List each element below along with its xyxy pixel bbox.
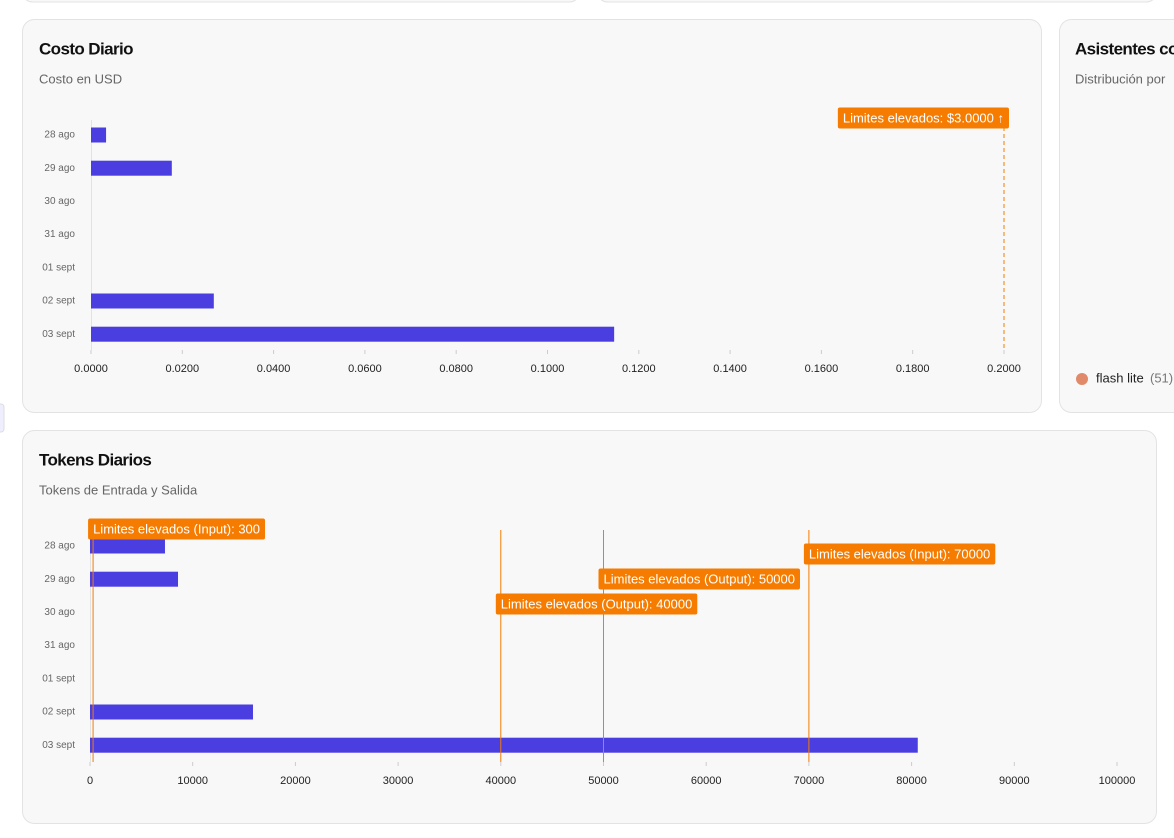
card-cost — [23, 20, 1042, 413]
x-tick-label: 0.0800 — [439, 363, 473, 375]
bar — [91, 161, 172, 176]
annotation-label: Limites elevados: $3.0000 ↑ — [843, 110, 1004, 125]
x-tick-label: 0.1800 — [896, 363, 930, 375]
chart-subtitle: Tokens de Entrada y Salida — [39, 482, 198, 497]
x-tick-label: 90000 — [999, 775, 1030, 787]
y-tick-label: 01 sept — [42, 262, 75, 273]
bar — [91, 128, 106, 143]
y-tick-label: 29 ago — [44, 574, 75, 585]
y-tick-label: 31 ago — [44, 229, 75, 240]
x-tick-label: 100000 — [1099, 775, 1136, 787]
bar — [90, 738, 918, 753]
y-tick-label: 28 ago — [44, 541, 75, 552]
card-top-left — [23, 0, 580, 2]
bar — [91, 294, 214, 309]
y-tick-label: 28 ago — [44, 130, 75, 141]
annotation-label: Limites elevados (Output): 40000 — [501, 596, 693, 611]
x-tick-label: 10000 — [177, 775, 208, 787]
x-tick-label: 30000 — [383, 775, 414, 787]
x-tick-label: 0.0000 — [74, 363, 108, 375]
x-tick-label: 20000 — [280, 775, 311, 787]
x-tick-label: 0.0400 — [257, 363, 291, 375]
bar — [90, 572, 178, 587]
legend-count: (51) — [1150, 370, 1173, 385]
y-tick-label: 03 sept — [42, 740, 75, 751]
y-tick-label: 02 sept — [42, 296, 75, 307]
annotation-label: Limites elevados (Input): 300 — [93, 521, 260, 536]
y-tick-label: 31 ago — [44, 640, 75, 651]
y-tick-label: 30 ago — [44, 607, 75, 618]
x-tick-label: 50000 — [588, 775, 619, 787]
x-tick-label: 0.0600 — [348, 363, 382, 375]
x-tick-label: 40000 — [486, 775, 517, 787]
x-tick-label: 0.2000 — [987, 363, 1021, 375]
x-tick-label: 0.1400 — [713, 363, 747, 375]
x-tick-label: 0.1000 — [531, 363, 565, 375]
x-tick-label: 0.0200 — [165, 363, 199, 375]
x-tick-label: 70000 — [794, 775, 825, 787]
card-title: Asistentes co — [1075, 39, 1174, 58]
legend-dot — [1076, 373, 1088, 385]
y-tick-label: 02 sept — [42, 707, 75, 718]
x-tick-label: 0.1600 — [805, 363, 839, 375]
y-tick-label: 03 sept — [42, 329, 75, 340]
chart-title: Costo Diario — [39, 39, 133, 58]
y-tick-label: 01 sept — [42, 673, 75, 684]
card-subtitle: Distribución por — [1075, 71, 1166, 86]
card-top-right — [598, 0, 1157, 2]
y-tick-label: 29 ago — [44, 163, 75, 174]
legend-label: flash lite — [1096, 370, 1144, 385]
y-tick-label: 30 ago — [44, 196, 75, 207]
annotation-label: Limites elevados (Output): 50000 — [604, 571, 796, 586]
bar — [91, 327, 614, 342]
bar — [90, 539, 165, 554]
x-tick-label: 80000 — [896, 775, 927, 787]
annotation-label: Limites elevados (Input): 70000 — [809, 546, 990, 561]
chart-subtitle: Costo en USD — [39, 71, 122, 86]
x-tick-label: 0 — [87, 775, 93, 787]
x-tick-label: 60000 — [691, 775, 722, 787]
x-tick-label: 0.1200 — [622, 363, 656, 375]
bar — [90, 705, 253, 720]
side-tab[interactable] — [0, 404, 4, 432]
chart-title: Tokens Diarios — [39, 450, 151, 469]
